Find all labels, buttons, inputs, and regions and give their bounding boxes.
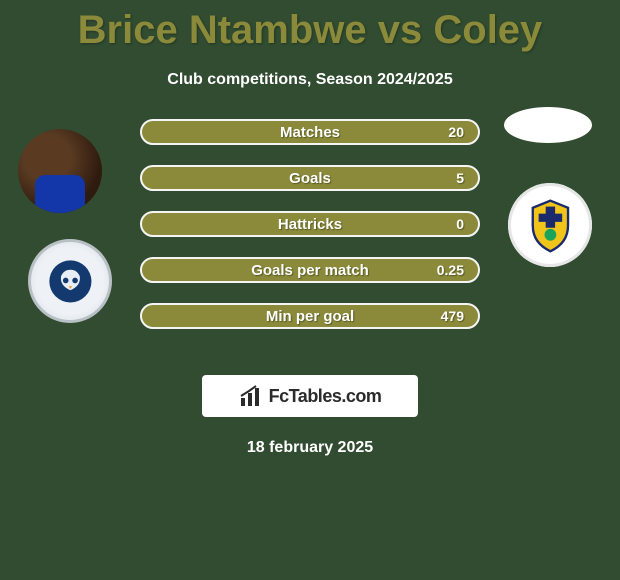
bar-chart-icon	[239, 384, 263, 408]
owl-crest-icon	[47, 258, 94, 305]
shield-crest-icon	[521, 196, 580, 255]
stat-value-right: 20	[448, 124, 464, 140]
stat-row-min-per-goal: Min per goal 479	[140, 303, 480, 329]
player-left-club-badge	[28, 239, 112, 323]
date-label: 18 february 2025	[0, 439, 620, 457]
stat-label: Min per goal	[266, 308, 354, 325]
stat-value-right: 5	[456, 170, 464, 186]
stat-label: Goals per match	[251, 262, 369, 279]
stat-value-right: 479	[441, 308, 464, 324]
stat-row-matches: Matches 20	[140, 119, 480, 145]
page-title: Brice Ntambwe vs Coley	[0, 0, 620, 53]
stat-label: Goals	[289, 170, 331, 187]
source-logo-badge: FcTables.com	[202, 375, 418, 417]
page-subtitle: Club competitions, Season 2024/2025	[0, 71, 620, 89]
stat-value-right: 0.25	[437, 262, 464, 278]
source-logo-text: FcTables.com	[269, 386, 382, 407]
stat-row-goals: Goals 5	[140, 165, 480, 191]
comparison-panel: Matches 20 Goals 5 Hattricks 0 Goals per…	[0, 119, 620, 359]
stat-label: Hattricks	[278, 216, 342, 233]
stat-value-right: 0	[456, 216, 464, 232]
stat-row-hattricks: Hattricks 0	[140, 211, 480, 237]
stats-list: Matches 20 Goals 5 Hattricks 0 Goals per…	[140, 119, 480, 349]
player-left-avatar	[18, 129, 102, 213]
player-right-avatar	[504, 107, 592, 143]
stat-label: Matches	[280, 124, 340, 141]
player-right-club-badge	[508, 183, 592, 267]
stat-row-goals-per-match: Goals per match 0.25	[140, 257, 480, 283]
